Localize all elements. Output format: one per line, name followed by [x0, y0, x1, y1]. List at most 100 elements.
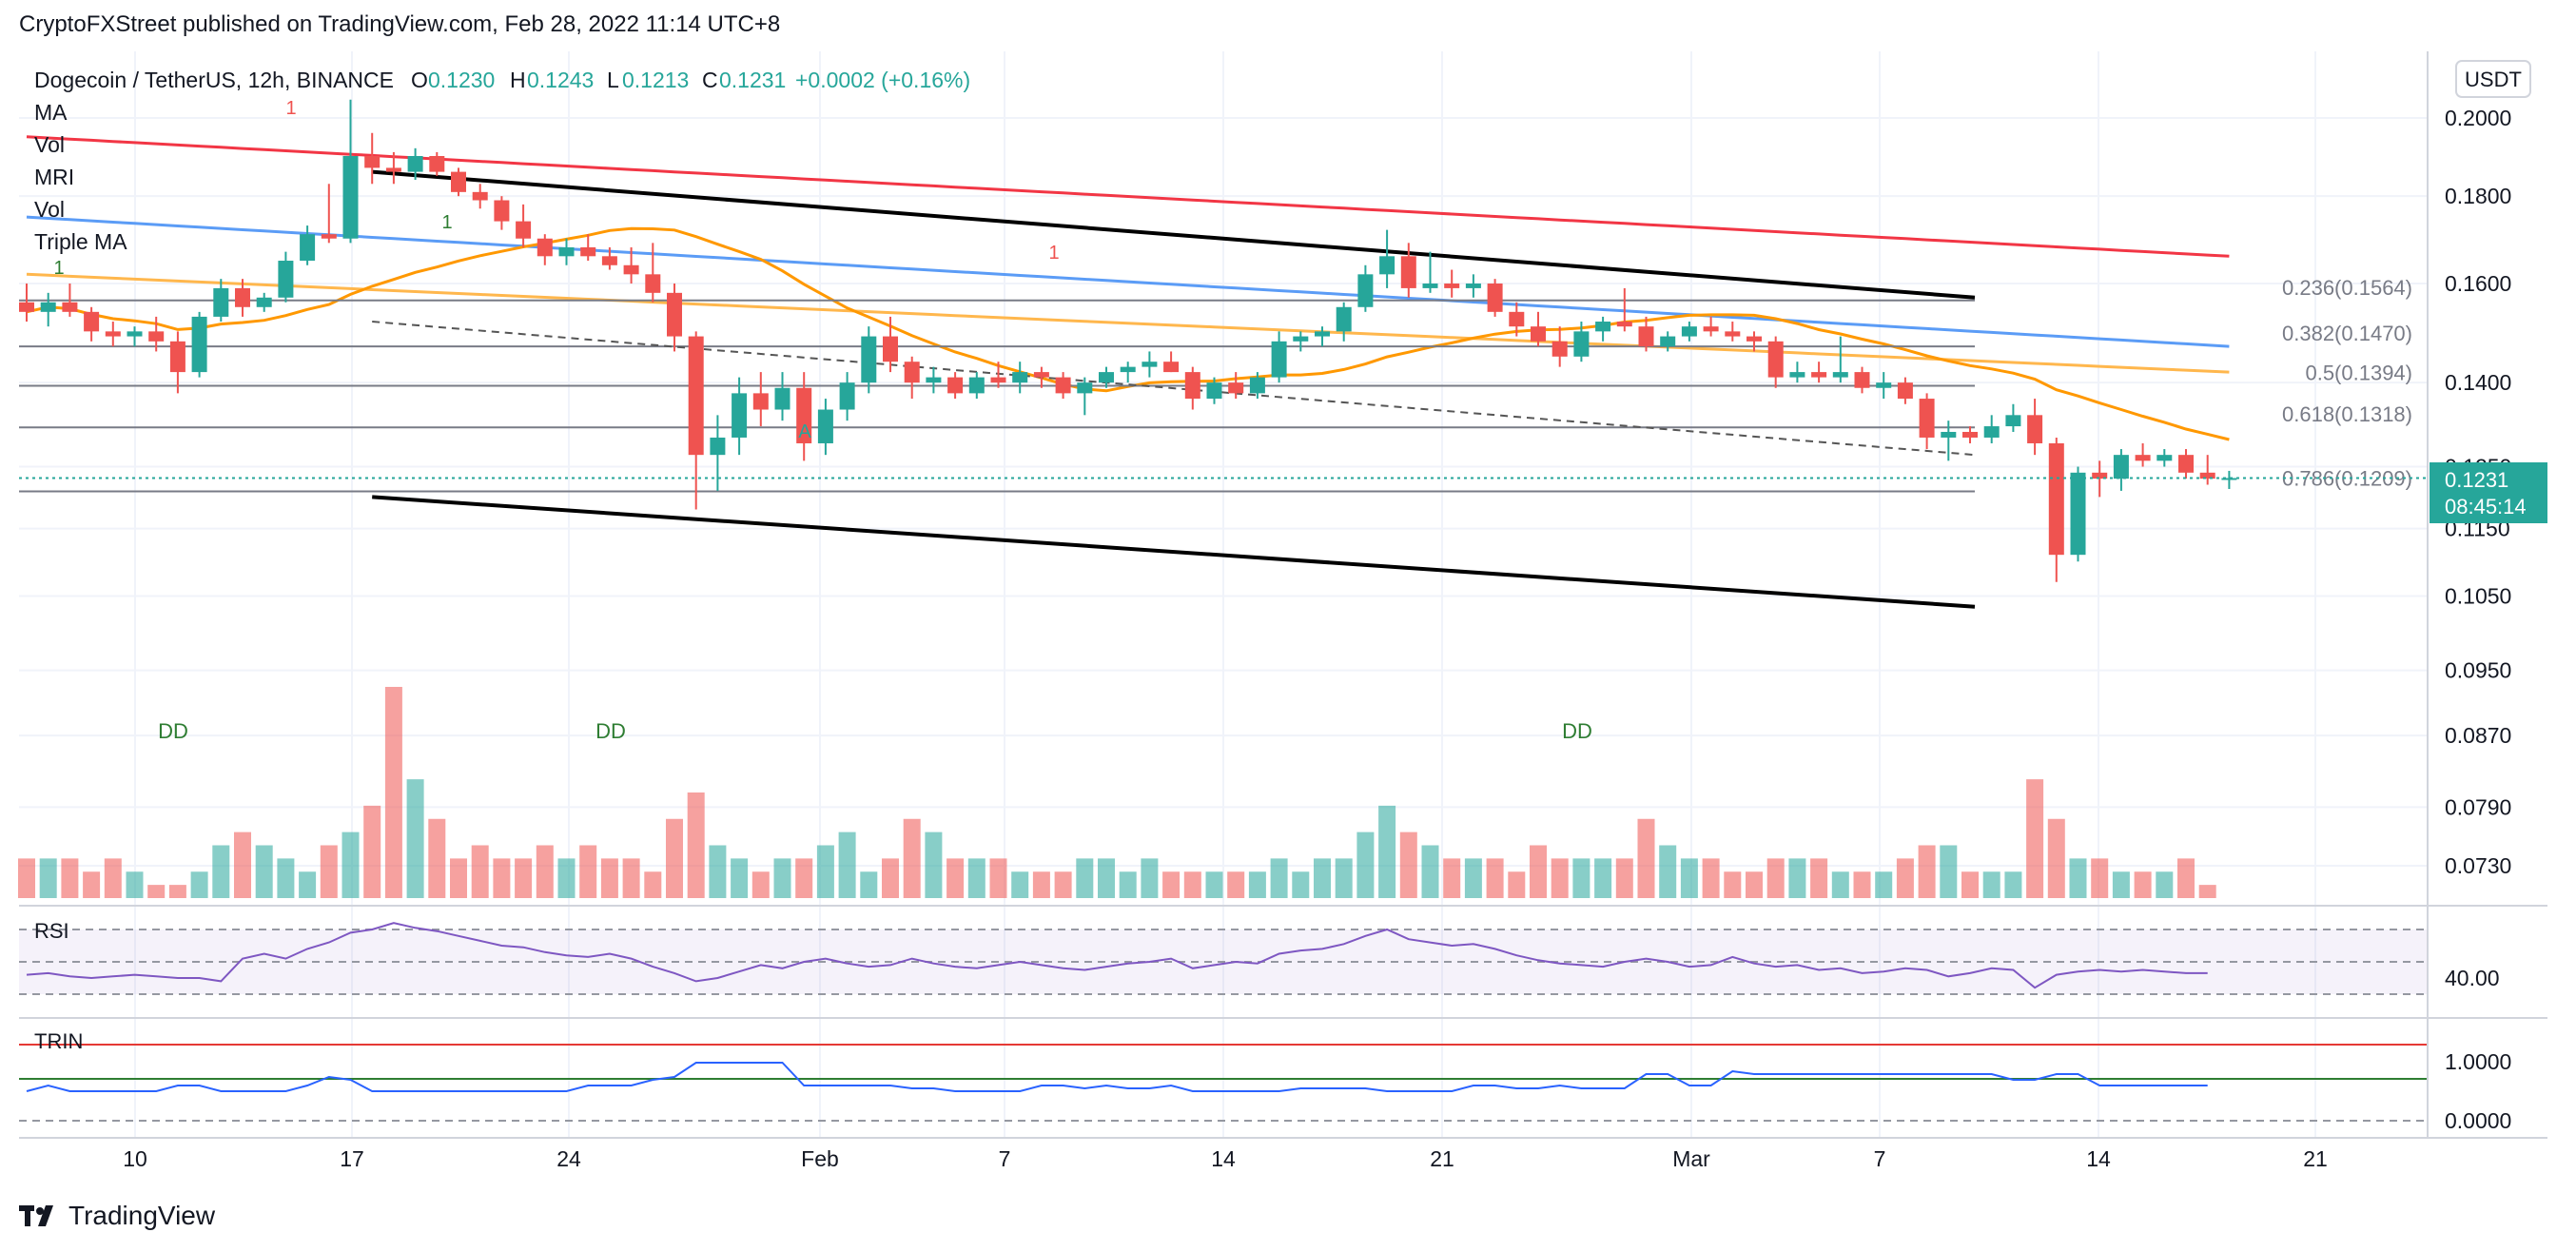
indicator-triple-ma[interactable]: Triple MA — [34, 229, 127, 254]
rsi-line — [26, 922, 2208, 989]
currency-button[interactable]: USDT — [2455, 60, 2531, 98]
candle-body — [2048, 442, 2064, 556]
x-tick-label: 14 — [2086, 1146, 2111, 1171]
volume-bar — [2091, 858, 2109, 898]
volume-bar — [299, 871, 317, 898]
candle-body — [601, 256, 617, 265]
volume-bar — [1637, 818, 1655, 898]
currency-label: USDT — [2465, 68, 2522, 91]
candle-body — [516, 221, 532, 239]
candlesticks: DD DD DD 1 1 1 1 A — [19, 98, 2428, 743]
volume-bar — [1615, 858, 1633, 898]
indicator-vol-2[interactable]: Vol — [34, 197, 65, 222]
symbol-legend: Dogecoin / TetherUS, 12h, BINANCE O 0.12… — [34, 68, 970, 254]
candle-body — [1336, 306, 1352, 332]
candle-body — [796, 387, 812, 443]
rsi-pane: RSI 40.00 — [19, 919, 2500, 995]
close-value: 0.1231 — [719, 68, 786, 92]
candle-body — [1099, 372, 1114, 383]
candle-body — [1983, 426, 2000, 438]
volume-bar — [1314, 858, 1331, 898]
candle-body — [84, 311, 100, 332]
candle-body — [1422, 284, 1438, 288]
volume-bar — [1378, 805, 1396, 898]
volume-bar — [751, 871, 770, 898]
volume-bar — [1292, 871, 1310, 898]
high-label: H — [510, 68, 526, 92]
volume-bar — [666, 818, 683, 898]
candle-body — [839, 382, 855, 410]
candle-body — [861, 336, 877, 383]
volume-bar — [557, 858, 576, 898]
volume-bar — [1831, 871, 1849, 898]
candle-body — [710, 437, 726, 456]
fib-level-label: 0.236(0.1564) — [2282, 276, 2412, 300]
candle-body — [407, 156, 423, 172]
volume-bar — [2069, 858, 2087, 898]
candle-body — [1703, 326, 1719, 332]
symbol-title: Dogecoin / TetherUS, 12h, BINANCE — [34, 68, 394, 92]
last-price: 0.1231 — [2445, 468, 2508, 492]
volume-bar — [39, 858, 57, 898]
candle-body — [1077, 382, 1093, 394]
candle-body — [1595, 322, 1611, 332]
volume-bar — [989, 858, 1007, 898]
candle-body — [1725, 331, 1741, 337]
volume-bar — [342, 831, 360, 898]
grid-lines — [19, 51, 2428, 1138]
candle-body — [1163, 362, 1180, 373]
dd-annotation: DD — [595, 719, 626, 743]
candle-body — [1616, 322, 1632, 327]
indicator-mri[interactable]: MRI — [34, 165, 74, 189]
candle-body — [1055, 377, 1071, 394]
candle-body — [1681, 326, 1697, 337]
candle-body — [817, 409, 833, 443]
candle-body — [385, 167, 401, 172]
ma-100-line — [26, 215, 2230, 348]
fibonacci-levels: 0.236(0.1564) 0.382(0.1470) 0.5(0.1394) 0.6… — [19, 276, 2412, 493]
candle-body — [558, 246, 575, 257]
volume-bar — [83, 871, 101, 898]
candle-body — [752, 393, 769, 410]
volume-bar — [1551, 858, 1569, 898]
volume-bar — [320, 845, 338, 898]
channel-midline — [372, 321, 1976, 457]
indicator-ma[interactable]: MA — [34, 100, 68, 125]
low-label: L — [607, 68, 619, 92]
x-tick-label: Feb — [801, 1146, 839, 1171]
candle-body — [2178, 455, 2194, 473]
candle-body — [1573, 331, 1590, 357]
y-tick-label: 0.0870 — [2445, 723, 2511, 748]
volume-bar — [255, 845, 273, 898]
volume-bar — [709, 845, 727, 898]
volume-bar — [277, 858, 295, 898]
y-tick-label: 0.2000 — [2445, 106, 2511, 130]
candle-body — [990, 377, 1006, 383]
volume-bar — [2004, 871, 2022, 898]
x-tick-label: 24 — [556, 1146, 581, 1171]
candle-body — [1551, 341, 1568, 357]
volume-bar — [1270, 858, 1288, 898]
candle-body — [537, 238, 553, 257]
indicator-vol[interactable]: Vol — [34, 132, 65, 157]
volume-bar — [1875, 871, 1893, 898]
candle-body — [364, 156, 381, 168]
candle-body — [1206, 382, 1222, 400]
bar-countdown: 08:45:14 — [2445, 495, 2527, 518]
x-tick-label: 7 — [999, 1146, 1011, 1171]
volume-bar — [2026, 779, 2044, 898]
volume-bar — [1853, 871, 1871, 898]
volume-bar — [1961, 871, 1979, 898]
tradingview-logo-icon — [19, 1205, 53, 1226]
x-tick-label: 7 — [1874, 1146, 1886, 1171]
y-tick-label: 0.1400 — [2445, 370, 2511, 395]
volume-bar — [1746, 871, 1763, 898]
volume-bar — [1183, 871, 1201, 898]
fib-level-label: 0.382(0.1470) — [2282, 322, 2412, 345]
volume-bar — [2156, 871, 2174, 898]
x-tick-label: 14 — [1211, 1146, 1236, 1171]
low-value: 0.1213 — [622, 68, 689, 92]
candle-body — [2199, 472, 2215, 479]
candle-body — [1876, 382, 1892, 388]
